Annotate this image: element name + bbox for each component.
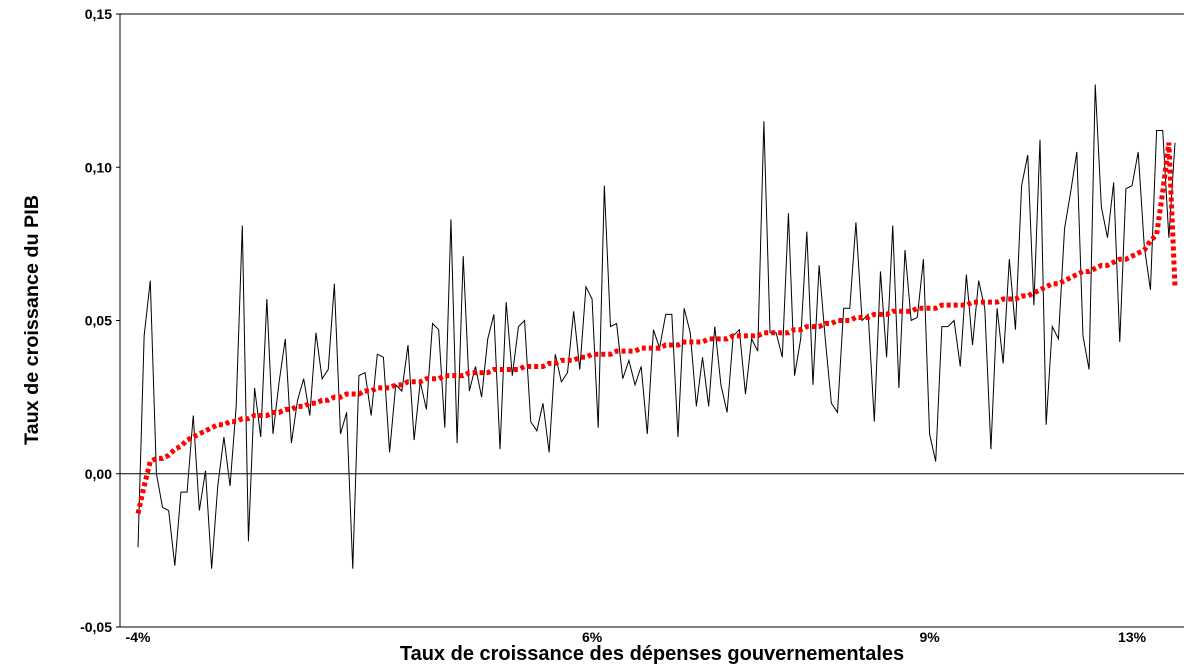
- line-series: [137, 84, 1176, 569]
- x-tick-label: -4%: [126, 629, 151, 645]
- y-tick-label: 0,10: [85, 159, 112, 175]
- y-tick-label: 0,00: [85, 466, 112, 482]
- x-tick-label: 13%: [1118, 629, 1147, 645]
- y-tick-label: 0,05: [85, 313, 112, 329]
- x-tick-label: 9%: [919, 629, 940, 645]
- line-series: [135, 142, 1178, 515]
- y-axis-label: Taux de croissance du PIB: [22, 195, 43, 445]
- y-tick-label: -0,05: [80, 619, 112, 635]
- x-axis-label: Taux de croissance des dépenses gouverne…: [400, 643, 904, 665]
- y-tick-label: 0,15: [85, 6, 112, 22]
- x-tick-label: 6%: [582, 629, 603, 645]
